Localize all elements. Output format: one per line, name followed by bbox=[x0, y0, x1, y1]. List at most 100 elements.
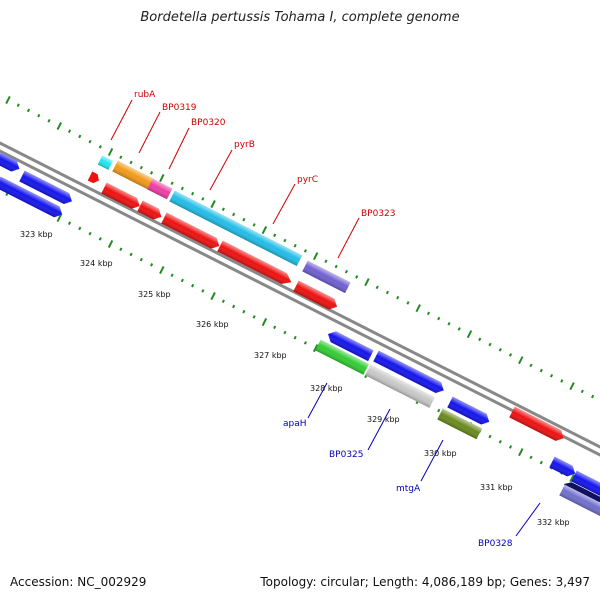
scale-tick bbox=[16, 103, 20, 107]
gene-red-arrow-3[interactable] bbox=[137, 200, 164, 223]
label-BP0319[interactable]: BP0319 bbox=[162, 103, 197, 113]
scale-tick bbox=[406, 301, 410, 305]
scale-tick bbox=[232, 304, 236, 309]
gene-mtgA[interactable] bbox=[437, 408, 482, 440]
kbp-label: 325 kbp bbox=[138, 290, 171, 299]
scale-tick bbox=[518, 356, 524, 365]
scale-tick bbox=[252, 223, 256, 227]
scale-tick bbox=[569, 474, 575, 483]
scale-tick bbox=[375, 285, 379, 290]
scale-tick bbox=[569, 382, 575, 391]
gene-pyrB[interactable] bbox=[169, 190, 303, 267]
gene-red-arrow-2[interactable] bbox=[101, 182, 142, 212]
gene-red-arrow-5[interactable] bbox=[217, 240, 294, 288]
label-rubA[interactable]: rubA bbox=[134, 90, 156, 100]
kbp-label: 329 kbp bbox=[367, 415, 400, 424]
scale-tick bbox=[201, 289, 205, 293]
kbp-label: 323 kbp bbox=[20, 230, 53, 239]
gene-BP0319[interactable] bbox=[112, 160, 154, 190]
scale-tick bbox=[150, 263, 154, 267]
scale-tick bbox=[170, 181, 174, 186]
kbp-label: 331 kbp bbox=[480, 483, 513, 492]
gene-blue-left-1[interactable] bbox=[0, 152, 22, 175]
scale-tick bbox=[334, 264, 338, 269]
scale-tick bbox=[447, 321, 451, 326]
gene-blue-left-2[interactable] bbox=[19, 170, 74, 207]
scale-tick bbox=[129, 160, 133, 165]
accession-text: Accession: NC_002929 bbox=[10, 575, 147, 589]
forward-gene-labels: rubA BP0319 BP0320 pyrB pyrC BP0323 bbox=[110, 90, 396, 259]
gene-blue-1[interactable] bbox=[325, 329, 374, 362]
gene-rubA[interactable] bbox=[97, 155, 113, 170]
scale-tick bbox=[232, 212, 236, 217]
topology-text: Topology: circular; Length: 4,086,189 bp… bbox=[260, 575, 590, 589]
scale-tick bbox=[426, 311, 431, 316]
scale-tick bbox=[303, 341, 307, 345]
scale-tick bbox=[221, 207, 225, 212]
scale-tick bbox=[5, 95, 11, 105]
gene-blue-4[interactable] bbox=[549, 456, 578, 479]
scale-tick bbox=[312, 252, 319, 261]
scale-tick bbox=[210, 200, 216, 209]
gene-BP0320[interactable] bbox=[147, 178, 173, 200]
label-pyrC[interactable]: pyrC bbox=[297, 175, 318, 185]
scale-tick bbox=[139, 165, 143, 170]
gene-red-arrow-4[interactable] bbox=[161, 212, 222, 252]
scale-tick bbox=[242, 217, 246, 222]
scale-tick bbox=[508, 445, 513, 449]
scale-tick bbox=[293, 243, 297, 248]
scale-tick bbox=[498, 347, 502, 352]
scale-tick bbox=[107, 240, 114, 249]
kbp-label: 327 kbp bbox=[254, 351, 287, 360]
scale-tick bbox=[261, 318, 268, 327]
scale-tick bbox=[560, 379, 564, 383]
label-BP0328[interactable]: BP0328 bbox=[478, 539, 513, 549]
gene-red-arrow-1[interactable] bbox=[87, 171, 101, 185]
gene-blue-3[interactable] bbox=[447, 396, 492, 428]
gene-blue-2[interactable] bbox=[373, 350, 446, 396]
gene-BP0325[interactable] bbox=[365, 364, 435, 408]
kbp-label: 326 kbp bbox=[196, 320, 229, 329]
kbp-label: 328 kbp bbox=[310, 384, 343, 393]
scale-tick bbox=[107, 148, 114, 157]
label-BP0325[interactable]: BP0325 bbox=[329, 450, 364, 460]
gene-apaH[interactable] bbox=[315, 339, 369, 375]
scale-tick bbox=[364, 278, 370, 287]
gene-blue-5[interactable] bbox=[571, 470, 600, 500]
reverse-features bbox=[0, 152, 600, 518]
gene-BP0328[interactable] bbox=[559, 484, 600, 518]
label-BP0323[interactable]: BP0323 bbox=[361, 209, 396, 219]
scale-tick bbox=[488, 342, 492, 347]
scale-tick bbox=[549, 373, 554, 378]
scale-tick bbox=[261, 226, 268, 235]
kbp-label: 324 kbp bbox=[80, 259, 113, 268]
scale-tick bbox=[242, 309, 246, 314]
scale-tick bbox=[385, 290, 390, 295]
gene-blue-left-3[interactable] bbox=[0, 176, 65, 220]
scale-tick bbox=[488, 434, 492, 439]
genome-backbone-outer bbox=[0, 141, 600, 449]
reverse-gene-labels: apaH BP0325 mtgA BP0328 bbox=[283, 382, 541, 549]
scale-tick bbox=[252, 315, 256, 319]
scale-tick bbox=[539, 368, 543, 373]
scale-tick bbox=[191, 191, 195, 196]
scale-tick bbox=[180, 278, 184, 283]
scale-tick bbox=[273, 233, 277, 238]
label-BP0320[interactable]: BP0320 bbox=[191, 118, 226, 128]
scale-tick bbox=[591, 394, 595, 399]
scale-tick bbox=[98, 145, 102, 149]
label-pyrB[interactable]: pyrB bbox=[234, 140, 255, 150]
gene-red-arrow-7[interactable] bbox=[509, 406, 566, 444]
gene-red-arrow-6[interactable] bbox=[293, 280, 339, 313]
scale-tick bbox=[580, 389, 584, 394]
label-mtgA[interactable]: mtgA bbox=[396, 484, 421, 494]
gene-pyrC[interactable] bbox=[302, 260, 351, 294]
scale-tick bbox=[88, 231, 92, 236]
scale-tick bbox=[37, 113, 41, 118]
scale-tick bbox=[273, 325, 277, 330]
label-apaH[interactable]: apaH bbox=[283, 419, 307, 429]
scale-tick bbox=[415, 304, 421, 313]
scale-tick bbox=[283, 330, 287, 335]
scale-tick bbox=[283, 238, 287, 243]
scale-tick bbox=[539, 460, 543, 465]
